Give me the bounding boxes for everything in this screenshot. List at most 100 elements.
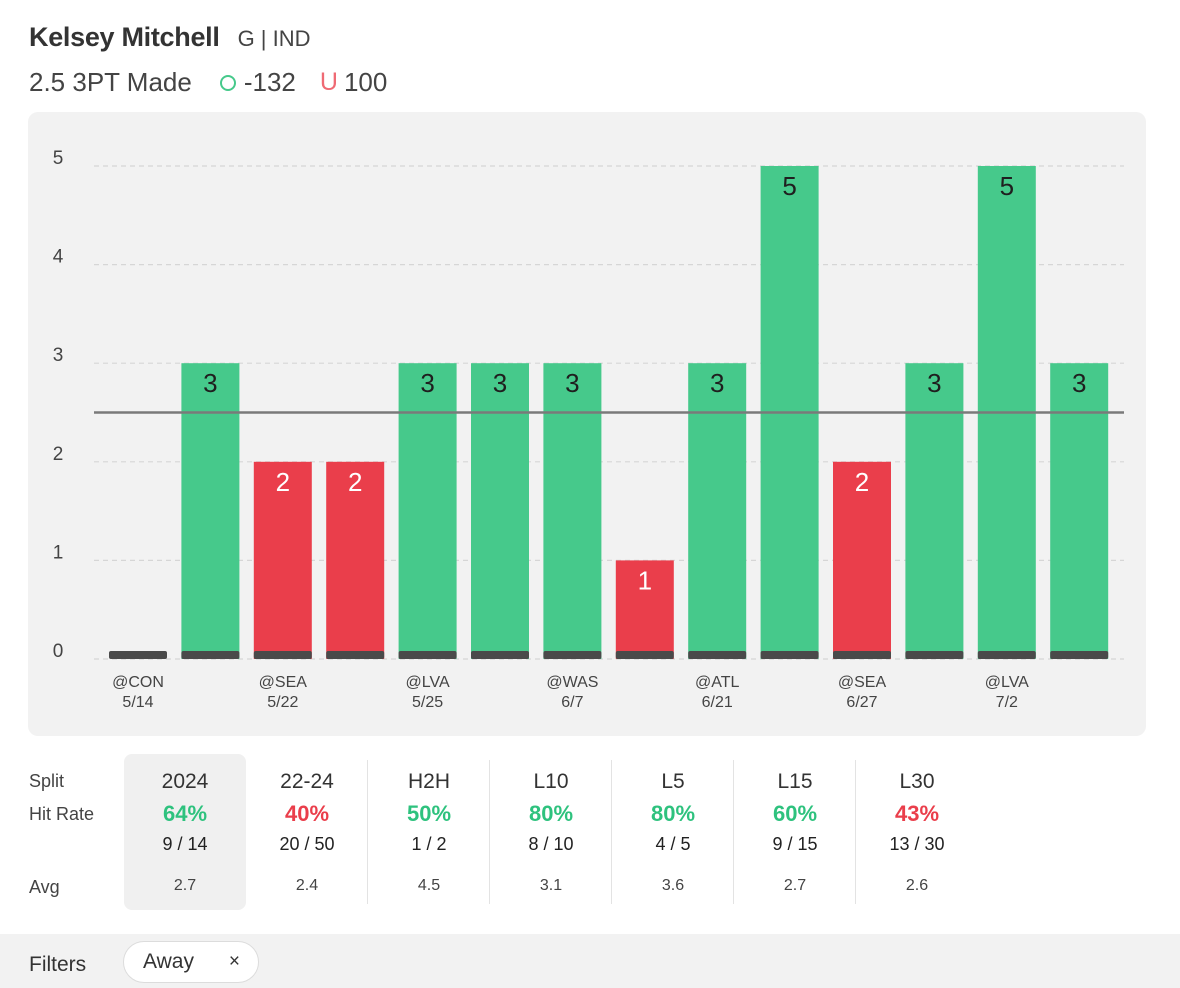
hit-count: 8 / 10 (528, 834, 574, 854)
bar-8 (688, 363, 747, 659)
hit-rate-value: 50% (406, 801, 452, 826)
bar-value-label: 3 (710, 368, 724, 398)
bar-value-label: 3 (493, 368, 507, 398)
bar-base-0 (109, 651, 167, 659)
splits-table: Split Hit Rate Avg 2024 64% 9 / 14 2.7 22-24… (0, 754, 1180, 914)
column-divider (489, 760, 490, 904)
split-column-l5[interactable]: L5 80% 4 / 5 3.6 (612, 754, 734, 910)
bar-base-4 (398, 651, 457, 659)
position-team: G | IND (237, 26, 311, 51)
y-tick-label: 2 (53, 444, 64, 465)
avg-label: Avg (29, 877, 60, 897)
hit-rate-value: 64% (162, 801, 208, 826)
x-tick-opponent: @CON (112, 674, 164, 691)
x-tick-date: 5/22 (267, 694, 298, 711)
bar-value-label: 3 (927, 368, 941, 398)
bar-value-label: 3 (1072, 368, 1086, 398)
filter-chip-away[interactable]: Away × (123, 941, 259, 983)
bar-6 (543, 363, 602, 659)
split-column-2024[interactable]: 2024 64% 9 / 14 2.7 (124, 754, 246, 910)
hit-rate-value: 80% (650, 801, 696, 826)
hit-rate-label: Hit Rate (29, 804, 95, 824)
hit-count: 13 / 30 (889, 834, 945, 854)
split-column-l30[interactable]: L30 43% 13 / 30 2.6 (856, 754, 978, 910)
over-odds: -132 (243, 67, 296, 97)
column-divider (733, 760, 734, 904)
hit-count: 20 / 50 (279, 834, 335, 854)
bar-value-label: 1 (638, 565, 652, 595)
under-icon: U (319, 68, 338, 96)
bar-base-10 (833, 651, 891, 659)
avg-value: 2.4 (295, 877, 319, 894)
bar-5 (471, 363, 529, 659)
bar-base-2 (253, 651, 312, 659)
bar-4 (398, 363, 457, 659)
avg-value: 2.7 (783, 877, 807, 894)
x-tick-opponent: @SEA (838, 674, 887, 691)
bar-value-label: 3 (420, 368, 434, 398)
bar-10 (833, 461, 891, 659)
split-label: Split (29, 771, 65, 791)
hit-count: 9 / 15 (772, 834, 818, 854)
avg-value: 4.5 (417, 877, 441, 894)
hit-rate-value: 43% (894, 801, 940, 826)
avg-value: 2.6 (905, 877, 929, 894)
x-tick-date: 5/14 (122, 694, 153, 711)
player-header: Kelsey Mitchell G | IND 2.5 3PT Made -13… (29, 22, 387, 98)
split-column-22-24[interactable]: 22-24 40% 20 / 50 2.4 (246, 754, 368, 910)
split-name: H2H (407, 770, 450, 793)
bar-base-3 (326, 651, 385, 659)
split-name: 2024 (161, 770, 209, 793)
hit-rate-value: 80% (528, 801, 574, 826)
y-tick-label: 5 (53, 148, 64, 169)
bar-11 (905, 363, 964, 659)
bar-chart-svg: 0 1 2 3 4 5 @CON 5/14 3 2 @SEA 5/22 2 3 @LVA 5/25 3 3 @WAS… (53, 148, 1124, 711)
bar-base-8 (688, 651, 747, 659)
x-tick-date: 6/21 (702, 694, 733, 711)
avg-value: 2.7 (173, 877, 197, 894)
x-tick-date: 6/27 (846, 694, 877, 711)
x-tick-opponent: @WAS (546, 674, 598, 691)
filters-bar: Filters Away × (0, 934, 1180, 988)
bar-13 (1050, 363, 1109, 659)
bar-3 (326, 461, 385, 659)
y-tick-label: 3 (53, 345, 64, 366)
split-name: L10 (533, 770, 569, 793)
bar-value-label: 5 (1000, 171, 1014, 201)
x-tick-opponent: @ATL (695, 674, 740, 691)
bar-2 (253, 461, 312, 659)
hit-rate-value: 60% (772, 801, 818, 826)
bar-1 (181, 363, 240, 659)
close-icon[interactable]: × (228, 951, 240, 972)
bar-value-label: 2 (276, 467, 290, 497)
x-tick-opponent: @LVA (985, 674, 1029, 691)
column-divider (855, 760, 856, 904)
y-tick-label: 4 (53, 247, 64, 268)
split-column-l15[interactable]: L15 60% 9 / 15 2.7 (734, 754, 856, 910)
bar-value-label: 3 (565, 368, 579, 398)
bar-value-label: 5 (782, 171, 796, 201)
hit-count: 1 / 2 (411, 834, 447, 854)
over-circle-icon (219, 74, 236, 91)
under-odds: 100 (343, 67, 388, 97)
split-name: 22-24 (280, 770, 334, 793)
split-name: L15 (777, 770, 813, 793)
bar-base-12 (977, 651, 1036, 659)
x-tick-date: 6/7 (561, 694, 583, 711)
x-tick-date: 7/2 (996, 694, 1018, 711)
hit-count: 9 / 14 (162, 834, 208, 854)
game-log-chart: 0 1 2 3 4 5 @CON 5/14 3 2 @SEA 5/22 2 3 @LVA 5/25 3 3 @WAS… (28, 112, 1146, 736)
column-divider (611, 760, 612, 904)
filters-label: Filters (29, 953, 87, 976)
y-tick-label: 0 (53, 641, 64, 662)
bar-base-11 (905, 651, 964, 659)
column-divider (367, 760, 368, 904)
bar-base-7 (615, 651, 674, 659)
avg-value: 3.6 (661, 877, 685, 894)
split-column-l10[interactable]: L10 80% 8 / 10 3.1 (490, 754, 612, 910)
split-column-h2h[interactable]: H2H 50% 1 / 2 4.5 (368, 754, 490, 910)
split-name: L5 (661, 770, 685, 793)
bar-base-1 (181, 651, 240, 659)
hit-count: 4 / 5 (655, 834, 691, 854)
player-name: Kelsey Mitchell (29, 22, 220, 52)
